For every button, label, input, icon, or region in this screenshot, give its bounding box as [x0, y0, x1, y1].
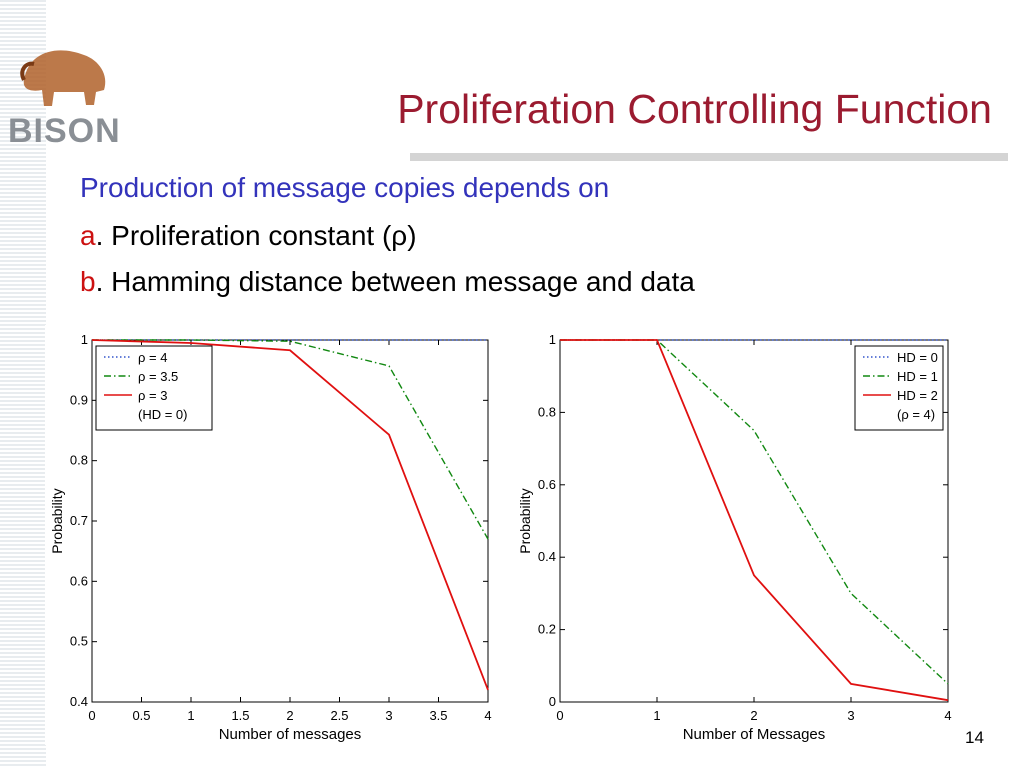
logo-text: BISON	[8, 112, 121, 150]
y-tick-label: 1	[549, 332, 556, 347]
x-tick-label: 3	[385, 708, 392, 723]
list-item: a. Proliferation constant (ρ)	[80, 220, 417, 252]
y-tick-label: 0.2	[538, 622, 556, 637]
data-line	[92, 339, 489, 540]
x-tick-label: 3	[847, 708, 854, 723]
x-tick-label: 1.5	[231, 708, 249, 723]
x-tick-label: 0	[556, 708, 563, 723]
y-axis-label: Probability	[517, 488, 533, 553]
page-number: 14	[965, 728, 984, 747]
data-line	[91, 339, 489, 691]
legend-label: HD = 1	[897, 369, 938, 384]
y-tick-label: 0.6	[70, 573, 88, 588]
y-tick-label: 0.8	[70, 453, 88, 468]
y-tick-label: 0.7	[70, 513, 88, 528]
legend-note: (ρ = 4)	[897, 407, 935, 422]
slide-title: Proliferation Controlling Function	[397, 86, 992, 132]
x-axis-label: Number of Messages	[683, 726, 826, 743]
item-text: . Hamming distance between message and d…	[95, 266, 695, 297]
data-line	[560, 339, 949, 702]
list-item: b. Hamming distance between message and …	[80, 266, 695, 298]
legend-box	[95, 345, 213, 431]
legend-note: (HD = 0)	[138, 407, 187, 422]
y-tick-label: 0.4	[538, 549, 556, 564]
y-tick-label: 0.8	[538, 404, 556, 419]
legend-label: ρ = 4	[138, 350, 167, 365]
x-tick-label: 0.5	[132, 708, 150, 723]
y-tick-label: 1	[81, 332, 88, 347]
legend-label: HD = 2	[897, 388, 938, 403]
x-tick-label: 2	[286, 708, 293, 723]
x-axis-label: Number of messages	[219, 726, 362, 743]
x-tick-label: 4	[484, 708, 491, 723]
legend-box	[854, 345, 944, 431]
x-tick-label: 0	[88, 708, 95, 723]
logo-image	[20, 50, 106, 106]
y-tick-label: 0.6	[538, 477, 556, 492]
x-tick-label: 3.5	[429, 708, 447, 723]
x-tick-label: 2	[750, 708, 757, 723]
legend-label: ρ = 3	[138, 388, 167, 403]
item-text: . Proliferation constant (ρ)	[95, 220, 417, 251]
side-stripe	[0, 0, 46, 768]
x-tick-label: 1	[653, 708, 660, 723]
legend-label: HD = 0	[897, 350, 938, 365]
lead-text: Production of message copies depends on	[80, 172, 610, 203]
y-tick-label: 0	[549, 694, 556, 709]
title-rule	[410, 153, 1008, 161]
y-tick-label: 0.4	[70, 694, 88, 709]
x-tick-label: 4	[944, 708, 951, 723]
item-letter: b	[80, 266, 96, 297]
y-tick-label: 0.9	[70, 392, 88, 407]
y-axis-label: Probability	[49, 488, 65, 553]
x-tick-label: 2.5	[330, 708, 348, 723]
item-letter: a	[80, 220, 96, 251]
legend-label: ρ = 3.5	[138, 369, 178, 384]
y-tick-label: 0.5	[70, 634, 88, 649]
x-tick-label: 1	[187, 708, 194, 723]
